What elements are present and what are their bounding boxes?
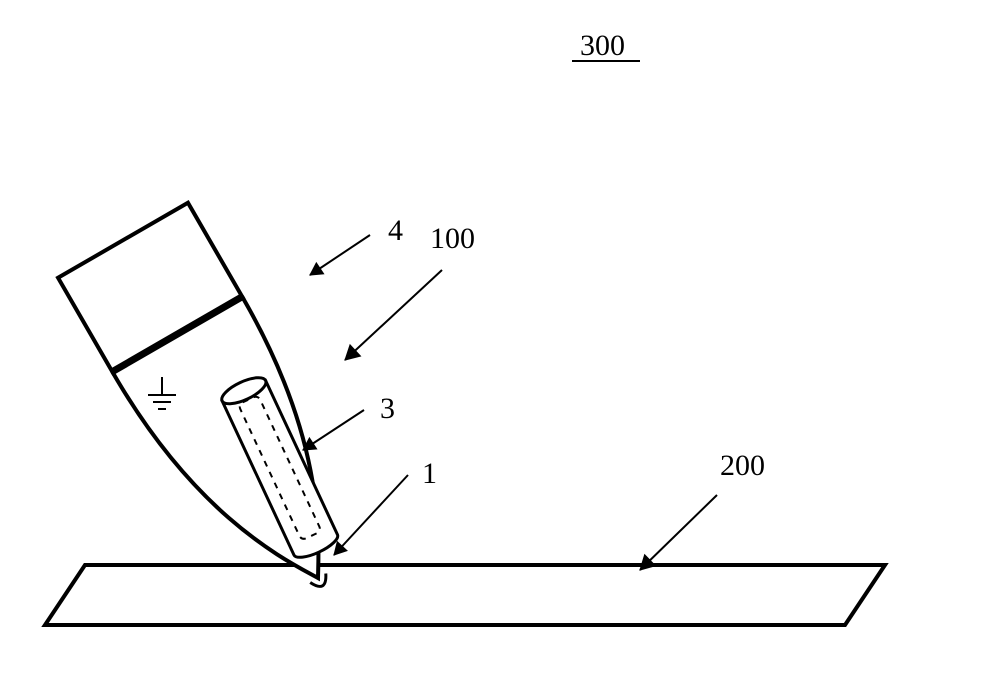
label-1: 1 [422,457,437,490]
technical-diagram: 300 [0,0,1000,685]
arrow-to-1 [334,475,408,555]
stylus-assembly [58,203,387,624]
label-4: 4 [388,214,403,247]
label-3: 3 [380,392,395,425]
leader-arrows [303,235,717,570]
label-100: 100 [430,222,475,255]
title-300: 300 [572,29,640,62]
arrow-to-4 [310,235,370,275]
arrow-to-100 [345,270,442,360]
arrow-to-3 [303,410,364,450]
label-200: 200 [720,449,765,482]
label-300: 300 [580,29,625,62]
arrow-to-200 [640,495,717,570]
panel-surface [45,565,885,625]
